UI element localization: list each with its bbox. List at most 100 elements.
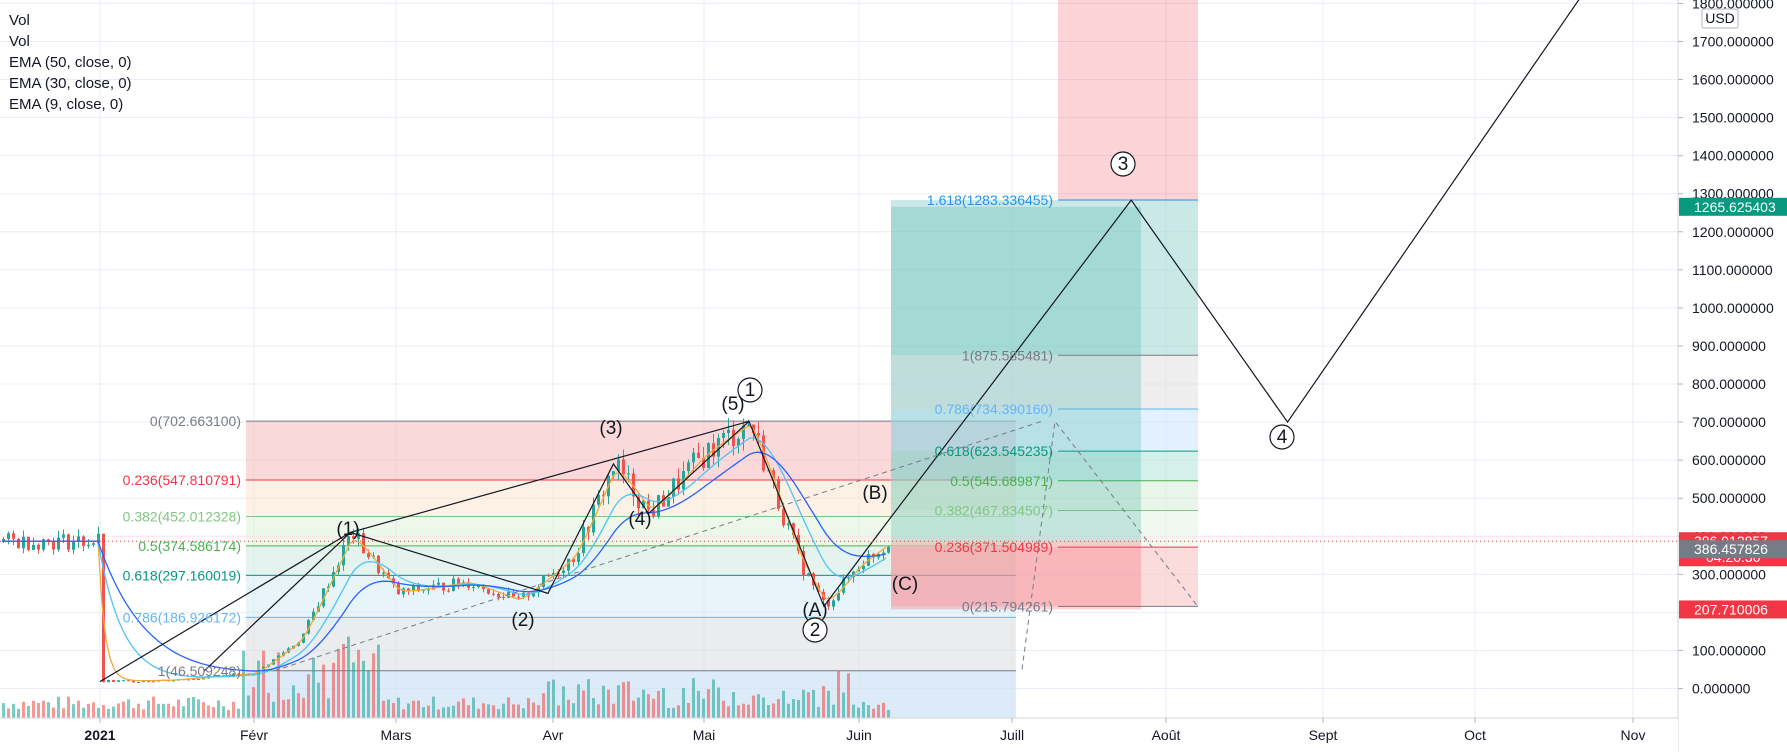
volume-bar xyxy=(12,703,15,718)
candle-body xyxy=(852,571,855,578)
wave-label-(5): (5) xyxy=(721,394,744,415)
volume-bar xyxy=(122,701,125,718)
volume-bar xyxy=(837,670,840,718)
wave-label-(C): (C) xyxy=(892,574,918,595)
candle-body xyxy=(147,681,150,683)
candle-body xyxy=(827,600,830,607)
volume-bar xyxy=(437,709,440,718)
volume-bar xyxy=(457,701,460,718)
retracement-label: 0.382(452.012328) xyxy=(123,508,241,524)
volume-bar xyxy=(182,706,185,718)
volume-bar xyxy=(602,685,605,718)
volume-bar xyxy=(797,699,800,718)
volume-bar xyxy=(317,682,320,718)
volume-bar xyxy=(382,700,385,718)
volume-bar xyxy=(342,643,345,718)
volume-bar xyxy=(822,686,825,718)
volume-bar xyxy=(757,694,760,718)
candle-body xyxy=(37,544,40,550)
volume-bar xyxy=(622,682,625,718)
volume-bar xyxy=(47,702,50,718)
price-badge-value: 1265.625403 xyxy=(1694,199,1776,215)
candle-body xyxy=(7,533,10,540)
legend-ema-50[interactable]: EMA (50, close, 0) xyxy=(9,54,132,71)
volume-bar xyxy=(607,689,610,718)
volume-bar xyxy=(467,705,470,718)
price-tick-label: 300.000000 xyxy=(1692,566,1766,582)
candle-body xyxy=(197,679,200,681)
legend-volume-1[interactable]: Vol xyxy=(9,12,30,29)
volume-bar xyxy=(887,709,890,718)
candle-body xyxy=(742,425,745,439)
candle-body xyxy=(492,593,495,595)
wave-label-(2): (2) xyxy=(511,610,534,631)
volume-bar xyxy=(777,699,780,718)
volume-bar xyxy=(567,699,570,718)
extension-label: 0.236(371.504989) xyxy=(935,539,1053,555)
legend-ema-9[interactable]: EMA (9, close, 0) xyxy=(9,96,124,113)
time-tick-label: 2021 xyxy=(84,727,115,743)
extension-label: 1.618(1283.336455) xyxy=(927,192,1053,208)
volume-bar xyxy=(62,708,65,718)
candle-body xyxy=(687,462,690,472)
volume-bar xyxy=(517,704,520,718)
volume-bar xyxy=(447,706,450,718)
candle-body xyxy=(532,592,535,597)
candle-body xyxy=(562,570,565,574)
volume-bar xyxy=(97,707,100,718)
volume-bar xyxy=(432,696,435,718)
volume-bar xyxy=(867,705,870,718)
volume-bar xyxy=(392,702,395,718)
volume-bar xyxy=(417,700,420,718)
candle-body xyxy=(392,578,395,584)
volume-bar xyxy=(782,690,785,718)
candle-body xyxy=(92,543,95,545)
candle-body xyxy=(707,443,710,468)
price-tick-label: 0.000000 xyxy=(1692,681,1751,697)
volume-bar xyxy=(287,699,290,718)
volume-bar xyxy=(532,702,535,718)
volume-bar xyxy=(542,693,545,718)
price-tick-label: 500.000000 xyxy=(1692,490,1766,506)
volume-bar xyxy=(337,648,340,718)
volume-bar xyxy=(142,709,145,718)
wave-label-(A): (A) xyxy=(802,600,827,621)
price-tick-label: 600.000000 xyxy=(1692,452,1766,468)
volume-bar xyxy=(57,696,60,718)
elliott-wave-lines: (1) (2) (3) (4) (5)1 2 3 4 (A) (B) (C) xyxy=(99,0,1580,683)
volume-bar xyxy=(52,707,55,718)
candle-body xyxy=(172,680,175,682)
candle-body xyxy=(427,589,430,591)
candle-body xyxy=(347,536,350,546)
volume-bar xyxy=(662,688,665,718)
volume-bar xyxy=(537,705,540,718)
candle-body xyxy=(17,538,20,549)
volume-bar xyxy=(222,706,225,718)
volume-bar xyxy=(427,705,430,718)
time-axis[interactable]: 2021 Févr Mars Avr Mai Juin Juill Août Sept Oct No… xyxy=(0,717,1678,752)
fib-zones xyxy=(246,0,1198,718)
impulse-wave-line xyxy=(203,420,750,672)
legend-ema-30[interactable]: EMA (30, close, 0) xyxy=(9,75,132,92)
volume-bar xyxy=(677,705,680,718)
retracement-label: 0.786(186.926172) xyxy=(123,609,241,625)
volume-bar xyxy=(192,697,195,718)
candle-body xyxy=(637,496,640,509)
time-axis-background xyxy=(0,718,1678,752)
price-tick-label: 1800.000000 xyxy=(1692,0,1774,11)
volume-bar xyxy=(302,697,305,718)
candle-body xyxy=(62,534,65,538)
wave-label-(B): (B) xyxy=(862,483,887,504)
candle-body xyxy=(732,429,735,447)
volume-bar xyxy=(212,706,215,718)
volume-bar xyxy=(717,687,720,718)
wave-label-1: 1 xyxy=(745,380,756,401)
legend-volume-2[interactable]: Vol xyxy=(9,33,30,50)
volume-bar xyxy=(227,709,230,718)
volume-bar xyxy=(462,698,465,718)
candle-body xyxy=(137,682,140,684)
candle-body xyxy=(352,536,355,539)
long-position-profit-zone xyxy=(891,206,1141,542)
